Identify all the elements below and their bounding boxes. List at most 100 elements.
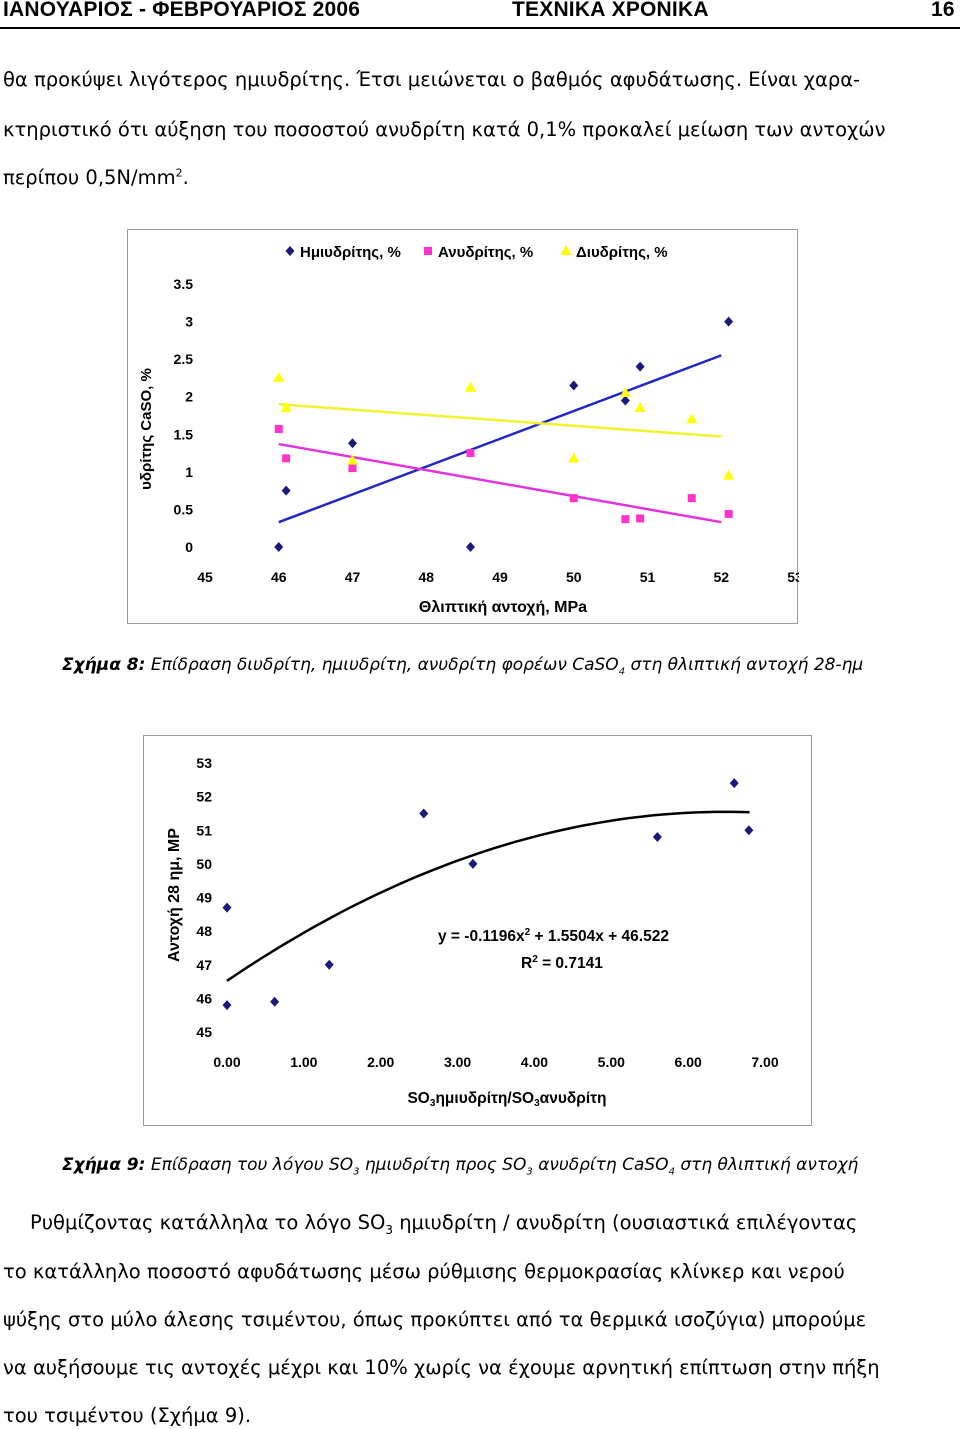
x-tick-label: 4.00 (521, 1054, 548, 1070)
x-tick-label: 5.00 (598, 1054, 625, 1070)
text-line: να αυξήσουμε τις αντοχές μέχρι και 10% χ… (3, 1356, 880, 1379)
figure-8-chart: 0 0.5 1 1.5 2 2.5 3 3.5 45 46 47 48 49 50 51 52 53 Ημιυ… (127, 229, 799, 624)
x-tick-label: 52 (713, 569, 729, 585)
x-tick-label: 48 (418, 569, 434, 585)
y-axis-label: Αντοχή 28 ημ, MP (166, 828, 183, 962)
legend-entry: Ανυδρίτης, % (438, 244, 533, 261)
x-tick-label: 1.00 (290, 1054, 317, 1070)
text-line: κτηριστικό ότι αύξηση του ποσοστού ανυδρ… (3, 118, 886, 141)
y-tick-label: 2 (185, 389, 193, 405)
data-point (652, 831, 662, 842)
data-point (686, 413, 698, 424)
x-axis-label: Θλιπτική αντοχή, MPa (419, 599, 587, 616)
data-point (347, 454, 358, 465)
data-point (348, 464, 357, 473)
trendline (278, 402, 722, 438)
data-point (724, 316, 734, 327)
text-line: περίπου 0,5N/mm2. (3, 166, 189, 189)
x-tick-label: 3.00 (444, 1054, 471, 1070)
data-point (724, 509, 733, 518)
x-tick-label: 7.00 (751, 1054, 778, 1070)
data-point (274, 425, 283, 434)
data-point (273, 371, 285, 382)
data-point (621, 515, 630, 524)
y-tick-label: 53 (196, 755, 212, 771)
data-point (569, 380, 579, 391)
text-line: θα προκύψει λιγότερος ημιυδρίτης. Έτσι μ… (3, 68, 861, 91)
y-tick-label: 48 (196, 923, 212, 939)
data-point (348, 438, 357, 449)
y-tick-label: 1 (185, 464, 193, 480)
y-tick-label: 46 (196, 990, 212, 1006)
y-tick-label: 51 (196, 822, 212, 838)
x-axis-label: SO3ημιυδρίτη/SO3ανυδρίτη (407, 1090, 606, 1109)
x-tick-label: 49 (492, 569, 508, 585)
data-point (270, 996, 280, 1007)
data-point (468, 858, 478, 869)
polynomial-trendline (226, 810, 750, 982)
text-line: του τσιμέντου (Σχήμα 9). (3, 1404, 252, 1427)
page-number: 16 (931, 0, 955, 21)
trendline (278, 354, 722, 524)
text-line: το κατάλληλο ποσοστό αφυδάτωσης μέσω ρύθ… (3, 1260, 845, 1283)
legend-entry: Διυδρίτης, % (576, 244, 668, 261)
data-point (282, 454, 291, 463)
y-tick-label: 50 (196, 856, 212, 872)
y-tick-label: 1.5 (174, 426, 194, 442)
y-tick-label: 52 (196, 789, 212, 805)
x-tick-label: 45 (197, 569, 213, 585)
data-point (465, 381, 476, 392)
legend-marker (560, 245, 572, 255)
y-axis-label: υδρίτης CaSO, % (138, 368, 155, 490)
y-tick-label: 2.5 (174, 351, 194, 367)
trendline-equation: y = -0.1196x2 + 1.5504x + 46.522 (438, 927, 669, 945)
text-line: Ρυθμίζοντας κατάλληλα το λόγο SO3 ημιυδρ… (30, 1211, 858, 1237)
legend-entry: Ημιυδρίτης, % (300, 244, 401, 261)
x-tick-label: 6.00 (675, 1054, 702, 1070)
x-tick-label: 47 (345, 569, 361, 585)
data-point (687, 494, 696, 503)
data-point (222, 1000, 232, 1011)
y-tick-label: 45 (196, 1024, 212, 1040)
data-point (466, 542, 475, 552)
data-point (280, 401, 292, 412)
y-tick-label: 0.5 (174, 501, 194, 517)
data-point (568, 452, 580, 463)
figure-8-caption: Σχήμα 8: Επίδραση διυδρίτη, ημιυδρίτη, α… (62, 655, 864, 678)
y-tick-label: 47 (196, 957, 212, 973)
figure-9-caption: Σχήμα 9: Επίδραση του λόγου SO3 ημιυδρίτ… (62, 1155, 859, 1178)
x-tick-label: 2.00 (367, 1054, 394, 1070)
data-point (723, 469, 735, 480)
x-tick-label: 46 (271, 569, 287, 585)
y-tick-label: 49 (196, 890, 212, 906)
data-point (274, 542, 284, 552)
data-point (569, 494, 578, 503)
x-tick-label: 0.00 (213, 1054, 240, 1070)
header-rule (0, 27, 960, 29)
data-point (744, 825, 754, 836)
data-point (324, 959, 334, 970)
data-point (634, 401, 646, 412)
x-tick-label: 51 (640, 569, 656, 585)
data-point (619, 386, 631, 397)
legend-marker (424, 247, 432, 255)
chart-legend: Ημιυδρίτης, % Ανυδρίτης, % Διυδρίτης, % (285, 244, 668, 261)
data-point (729, 778, 739, 789)
data-point (222, 902, 232, 913)
y-tick-label: 3.5 (174, 276, 194, 292)
data-point (419, 808, 429, 819)
data-point (636, 514, 645, 523)
data-point (620, 395, 630, 406)
data-point (466, 449, 475, 458)
journal-title: ΤΕΧΝΙΚΑ ΧΡΟΝΙΚΑ (512, 0, 709, 21)
figure-9-chart: 45 46 47 48 49 50 51 52 53 0.00 1.00 2.00 3.00 4.00 5… (143, 735, 812, 1126)
page-header: ΙΑΝΟΥΑΡΙΟΣ - ΦΕΒΡΟΥΑΡΙΟΣ 2006 ΤΕΧΝΙΚΑ ΧΡ… (0, 0, 960, 29)
x-tick-label: 53 (787, 569, 799, 585)
x-tick-label: 50 (566, 569, 582, 585)
legend-marker (285, 246, 295, 256)
text-line: ψύξης στο μύλο άλεσης τσιμέντου, όπως πρ… (3, 1308, 867, 1331)
r-squared: R2 = 0.7141 (521, 954, 603, 972)
y-tick-label: 0 (185, 539, 193, 555)
journal-issue: ΙΑΝΟΥΑΡΙΟΣ - ΦΕΒΡΟΥΑΡΙΟΣ 2006 (3, 0, 361, 21)
data-point (635, 361, 645, 372)
